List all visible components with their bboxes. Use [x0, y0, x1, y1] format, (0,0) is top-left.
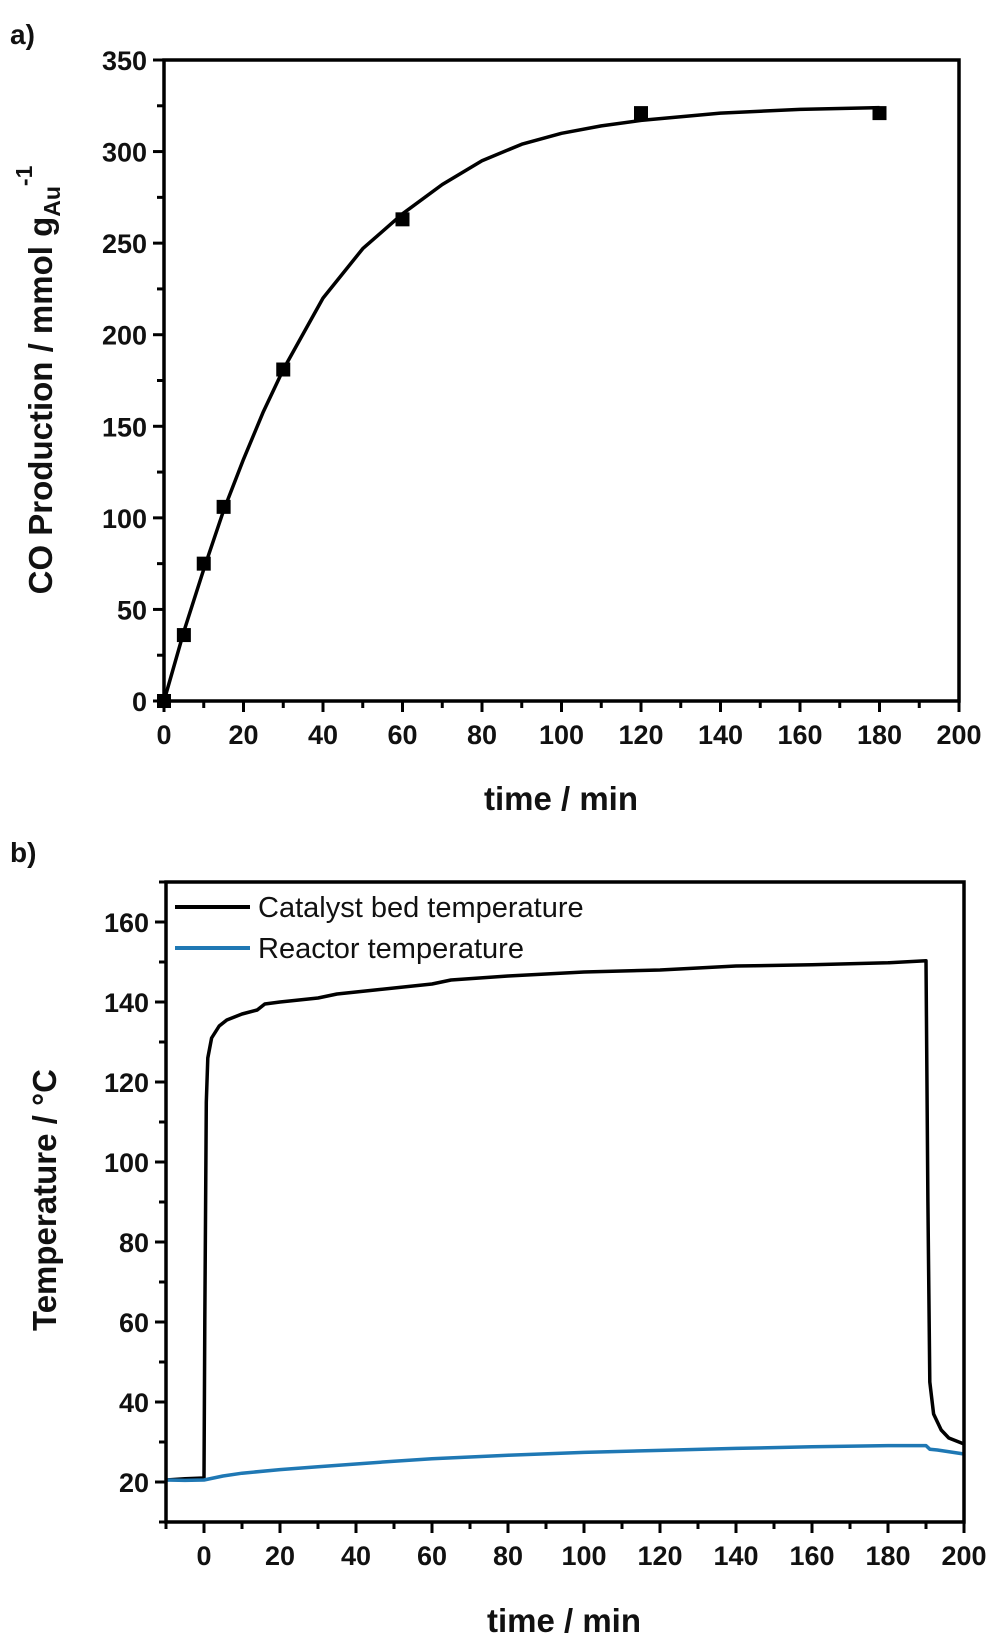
x-tick-label: 0: [196, 1541, 211, 1571]
panel-label-b: b): [10, 837, 36, 868]
y-tick-label: 60: [119, 1308, 149, 1338]
panel-label-a: a): [10, 19, 35, 50]
x-tick-label: 120: [637, 1541, 682, 1571]
panel-a-axes: 0 20 40 60 80 100 120 140 160 180 200 0 50 100 150 200 2…: [102, 46, 982, 750]
y-tick-label: 160: [104, 908, 149, 938]
plot-frame: [164, 880, 966, 1524]
x-tick-label: 80: [467, 720, 497, 750]
data-point: [872, 106, 887, 121]
plot-frame: [162, 58, 961, 703]
legend-label-catalyst: Catalyst bed temperature: [258, 892, 584, 924]
x-tick-label: 20: [228, 720, 258, 750]
y-tick-label: 200: [102, 321, 147, 351]
series-line-1: [165, 1443, 965, 1483]
x-tick-label: 60: [417, 1541, 447, 1571]
y-axis-label-a: CO Production / mmol gAu-1: [11, 165, 65, 594]
y-tick-label: 20: [119, 1468, 149, 1498]
fit-line: [162, 105, 880, 702]
y-tick-label: 150: [102, 412, 147, 442]
y-tick-label: 40: [119, 1388, 149, 1418]
x-axis-label-a: time / min: [484, 780, 638, 817]
x-tick-label: 160: [777, 720, 822, 750]
y-tick-label: 350: [102, 46, 147, 76]
x-tick-label: 160: [789, 1541, 834, 1571]
x-tick-label: 140: [698, 720, 743, 750]
y-tick-label: 50: [117, 595, 147, 625]
y-tick-label: 100: [102, 504, 147, 534]
x-tick-label: 20: [265, 1541, 295, 1571]
x-tick-label: 200: [936, 720, 981, 750]
x-tick-label: 0: [156, 720, 171, 750]
x-tick-label: 100: [539, 720, 584, 750]
y-axis-label-a-sub: Au: [39, 186, 65, 217]
x-tick-label: 200: [941, 1541, 986, 1571]
x-tick-label: 80: [493, 1541, 523, 1571]
y-tick-label: 250: [102, 229, 147, 259]
panel-b-axes: 0 20 40 60 80 100 120 140 160 180 200 20 40 60 80 100 12…: [104, 880, 987, 1571]
y-tick-label: 300: [102, 138, 147, 168]
y-tick-label: 100: [104, 1148, 149, 1178]
x-tick-label: 40: [308, 720, 338, 750]
x-tick-label: 100: [561, 1541, 606, 1571]
legend-label-reactor: Reactor temperature: [258, 933, 524, 965]
data-point: [634, 106, 648, 121]
panel-a-marks: [157, 105, 887, 708]
y-axis-label-a-sup: -1: [11, 165, 37, 186]
y-tick-label: 120: [104, 1068, 149, 1098]
panel-b-marks: [165, 959, 965, 1483]
y-axis-label-b: Temperature / °C: [26, 1069, 63, 1331]
x-axis-label-b: time / min: [487, 1602, 641, 1639]
x-tick-label: 140: [713, 1541, 758, 1571]
series-line-0: [165, 959, 965, 1482]
x-tick-label: 180: [857, 720, 902, 750]
x-tick-label: 180: [865, 1541, 910, 1571]
y-tick-label: 80: [119, 1228, 149, 1258]
legend: Catalyst bed temperature Reactor tempera…: [175, 892, 584, 965]
x-tick-label: 60: [387, 720, 417, 750]
y-tick-label: 0: [132, 687, 147, 717]
y-tick-label: 140: [104, 988, 149, 1018]
y-axis-label-a-main: CO Production / mmol g: [22, 217, 59, 595]
panel-a: a) 0 20 40 60 80 100 120 140 160 180 200 0 50 100 150 2…: [10, 19, 982, 817]
panel-b: b) 0 20 40 60 80 100 120 140 160 180 200 20 40 60 80 10…: [10, 837, 987, 1639]
x-tick-label: 40: [341, 1541, 371, 1571]
x-tick-label: 120: [618, 720, 663, 750]
